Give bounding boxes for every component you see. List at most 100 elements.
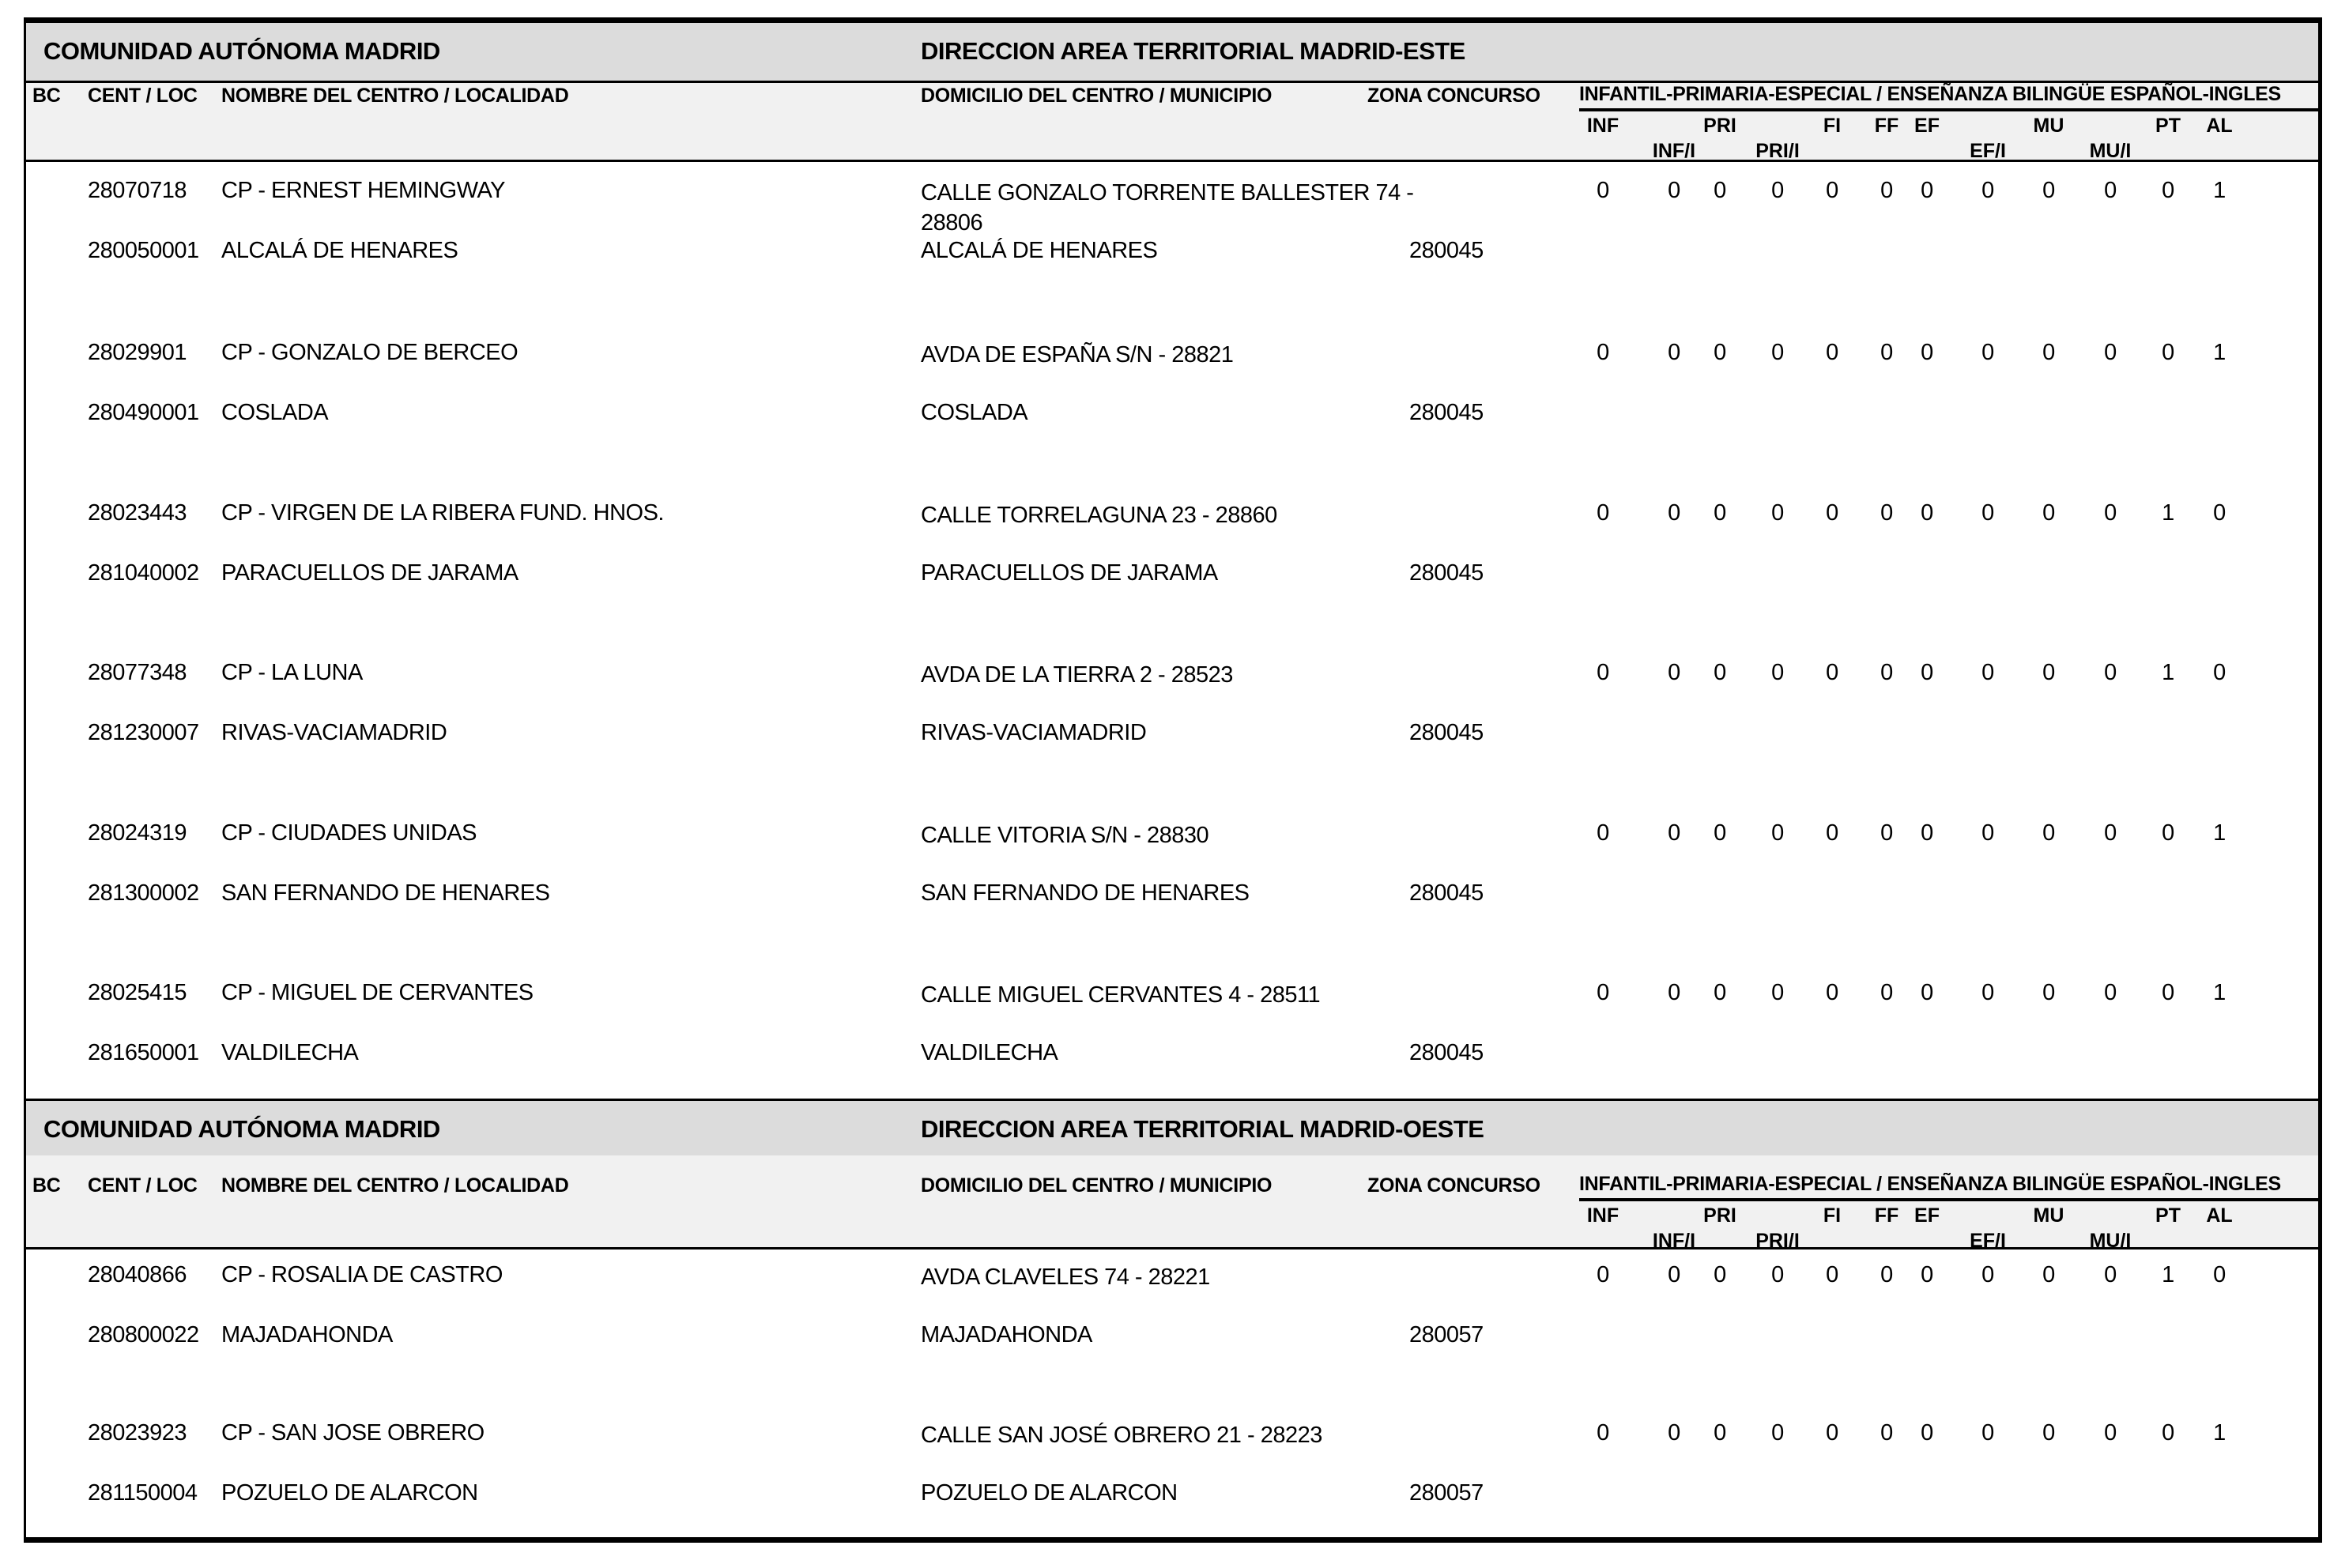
value-mu: 0	[2042, 660, 2055, 685]
localidad-name: MAJADAHONDA	[221, 1322, 393, 1348]
centro-address: AVDA CLAVELES 74 - 28221	[921, 1265, 1210, 1290]
value-fi: 0	[1826, 820, 1838, 846]
centro-address: CALLE GONZALO TORRENTE BALLESTER 74 - 28…	[921, 180, 1414, 236]
col-fi: FI	[1823, 1204, 1842, 1227]
col-cent-loc: CENT / LOC	[88, 85, 198, 107]
value-inf-i: 0	[1668, 1262, 1680, 1287]
value-ef: 0	[1921, 178, 1933, 203]
value-mu-i: 0	[2104, 980, 2117, 1005]
value-fi: 0	[1826, 500, 1838, 526]
col-inf: INF	[1586, 1204, 1619, 1227]
municipio: MAJADAHONDA	[921, 1322, 1092, 1348]
value-inf: 0	[1597, 820, 1609, 846]
value-fi: 0	[1826, 1262, 1838, 1287]
value-inf-i: 0	[1668, 340, 1680, 365]
col-ef-i: EF/I	[1970, 1230, 2006, 1252]
value-fi: 0	[1826, 1420, 1838, 1446]
localidad-code: 280800022	[88, 1322, 199, 1348]
value-inf-i: 0	[1668, 980, 1680, 1005]
localidad-code: 281040002	[88, 560, 199, 586]
value-al: 1	[2213, 1420, 2226, 1446]
col-ef: EF	[1914, 1204, 1940, 1227]
centro-code: 28023443	[88, 500, 187, 526]
value-inf-i: 0	[1668, 820, 1680, 846]
centro-name: CP - VIRGEN DE LA RIBERA FUND. HNOS.	[221, 500, 664, 526]
value-inf: 0	[1597, 340, 1609, 365]
value-inf: 0	[1597, 1262, 1609, 1287]
localidad-code: 280050001	[88, 238, 199, 263]
centro-row: 28024319 CP - CIUDADES UNIDAS CALLE VITORI…	[26, 820, 2318, 947]
municipio: SAN FERNANDO DE HENARES	[921, 880, 1250, 906]
zona-concurso: 280045	[1409, 880, 1484, 906]
col-pt: PT	[2155, 1204, 2181, 1227]
value-pri: 0	[1714, 820, 1726, 846]
value-fi: 0	[1826, 178, 1838, 203]
centro-name: CP - CIUDADES UNIDAS	[221, 820, 477, 846]
value-ef: 0	[1921, 660, 1933, 685]
value-pri-i: 0	[1771, 660, 1784, 685]
value-inf-i: 0	[1668, 178, 1680, 203]
centro-row: 28040866 CP - ROSALIA DE CASTRO AVDA CLAVE…	[26, 1262, 2318, 1389]
centro-name: CP - LA LUNA	[221, 660, 363, 685]
centro-code: 28077348	[88, 660, 187, 685]
value-ef-i: 0	[1981, 1262, 1994, 1287]
centro-name: CP - GONZALO DE BERCEO	[221, 340, 518, 365]
value-al: 0	[2213, 500, 2226, 526]
col-ef-i: EF/I	[1970, 140, 2006, 162]
value-inf-i: 0	[1668, 500, 1680, 526]
col-cent-loc: CENT / LOC	[88, 1174, 198, 1197]
value-ff: 0	[1880, 980, 1893, 1005]
localidad-name: PARACUELLOS DE JARAMA	[221, 560, 518, 586]
value-ff: 0	[1880, 340, 1893, 365]
value-pri-i: 0	[1771, 980, 1784, 1005]
col-pri-i: PRI/I	[1755, 1230, 1800, 1252]
col-pri: PRI	[1703, 1204, 1736, 1227]
centro-address: AVDA DE LA TIERRA 2 - 28523	[921, 662, 1233, 688]
col-nombre: NOMBRE DEL CENTRO / LOCALIDAD	[221, 85, 569, 107]
centro-code: 28025415	[88, 980, 187, 1005]
value-mu: 0	[2042, 1262, 2055, 1287]
centro-name: CP - ERNEST HEMINGWAY	[221, 178, 506, 203]
value-inf: 0	[1597, 1420, 1609, 1446]
value-pri: 0	[1714, 1420, 1726, 1446]
municipio: VALDILECHA	[921, 1040, 1058, 1065]
col-inf-i: INF/I	[1652, 140, 1696, 162]
col-fi: FI	[1823, 115, 1842, 137]
centro-code: 28040866	[88, 1262, 187, 1287]
localidad-code: 281650001	[88, 1040, 199, 1065]
value-ef: 0	[1921, 1262, 1933, 1287]
centro-address: CALLE VITORIA S/N - 28830	[921, 823, 1209, 848]
value-pri: 0	[1714, 500, 1726, 526]
region-title: COMUNIDAD AUTÓNOMA MADRID	[43, 37, 440, 65]
value-ef-i: 0	[1981, 980, 1994, 1005]
direction-title: DIRECCION AREA TERRITORIAL MADRID-OESTE	[921, 1115, 1484, 1143]
centro-row: 28025415 CP - MIGUEL DE CERVANTES CALLE MI…	[26, 980, 2318, 1106]
municipio: RIVAS-VACIAMADRID	[921, 720, 1147, 745]
centro-address: CALLE TORRELAGUNA 23 - 28860	[921, 503, 1277, 528]
value-al: 1	[2213, 820, 2226, 846]
localidad-name: SAN FERNANDO DE HENARES	[221, 880, 550, 906]
section-header-band: COMUNIDAD AUTÓNOMA MADRID DIRECCION AREA…	[26, 23, 2318, 83]
municipio: ALCALÁ DE HENARES	[921, 238, 1158, 263]
value-mu: 0	[2042, 178, 2055, 203]
col-nombre: NOMBRE DEL CENTRO / LOCALIDAD	[221, 1174, 569, 1197]
value-ef: 0	[1921, 340, 1933, 365]
localidad-name: ALCALÁ DE HENARES	[221, 238, 458, 263]
value-inf: 0	[1597, 660, 1609, 685]
localidad-name: COSLADA	[221, 400, 329, 425]
value-pt: 0	[2162, 820, 2174, 846]
value-mu: 0	[2042, 820, 2055, 846]
column-header: BC CENT / LOC NOMBRE DEL CENTRO / LOCALI…	[26, 1155, 2318, 1252]
centro-address: CALLE SAN JOSÉ OBRERO 21 - 28223	[921, 1423, 1322, 1448]
col-mu-i: MU/I	[2089, 1230, 2132, 1252]
value-fi: 0	[1826, 980, 1838, 1005]
value-ff: 0	[1880, 660, 1893, 685]
centro-code: 28070718	[88, 178, 187, 203]
centro-address: AVDA DE ESPAÑA S/N - 28821	[921, 342, 1234, 368]
value-pri: 0	[1714, 340, 1726, 365]
value-ff: 0	[1880, 1420, 1893, 1446]
value-al: 0	[2213, 660, 2226, 685]
value-pt: 0	[2162, 1420, 2174, 1446]
municipio: COSLADA	[921, 400, 1028, 425]
